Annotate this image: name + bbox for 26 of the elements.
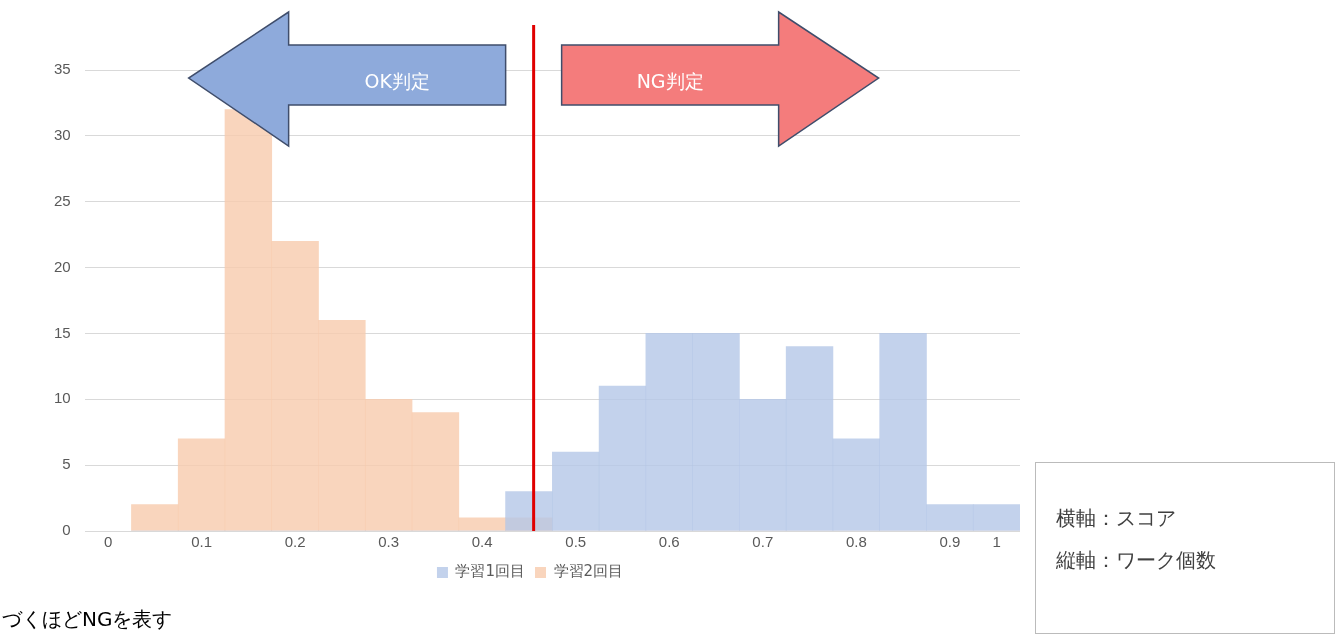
x-tick-label: 0.3 xyxy=(378,533,400,551)
text: 縦軸：ワーク個数 xyxy=(1056,547,1216,574)
x-tick-label: 0.2 xyxy=(284,533,306,551)
y-tick-label: 5 xyxy=(62,455,71,473)
y-tick-label: 30 xyxy=(54,126,71,143)
legend-label: 学習1回目 xyxy=(455,562,525,581)
x-tick-label: 0 xyxy=(103,533,113,551)
x-tick-label: 0.7 xyxy=(752,533,774,551)
x-tick-label: 0.8 xyxy=(845,533,867,551)
x-tick-label: 0.6 xyxy=(658,533,680,551)
x-tick-label: 1 xyxy=(992,533,1001,551)
x-tick-label: 0.5 xyxy=(565,533,587,551)
x-tick-label: 0.9 xyxy=(939,533,961,551)
text: 横軸：スコア xyxy=(1056,505,1176,532)
y-tick-label: 35 xyxy=(54,60,71,78)
annotation: OK判定 xyxy=(364,70,430,92)
legend-label: 学習2回目 xyxy=(553,562,624,581)
y-tick-label: 0 xyxy=(62,521,71,539)
y-tick-label: 15 xyxy=(54,323,71,341)
y-tick-label: 20 xyxy=(54,257,71,275)
x-tick-label: 0.1 xyxy=(191,533,213,551)
y-tick-label: 10 xyxy=(54,389,71,407)
x-tick-label: 0.4 xyxy=(471,533,493,551)
annotation: NG判定 xyxy=(636,70,704,92)
y-tick-label: 25 xyxy=(54,191,71,209)
text: づくほどNGを表す xyxy=(2,606,173,633)
